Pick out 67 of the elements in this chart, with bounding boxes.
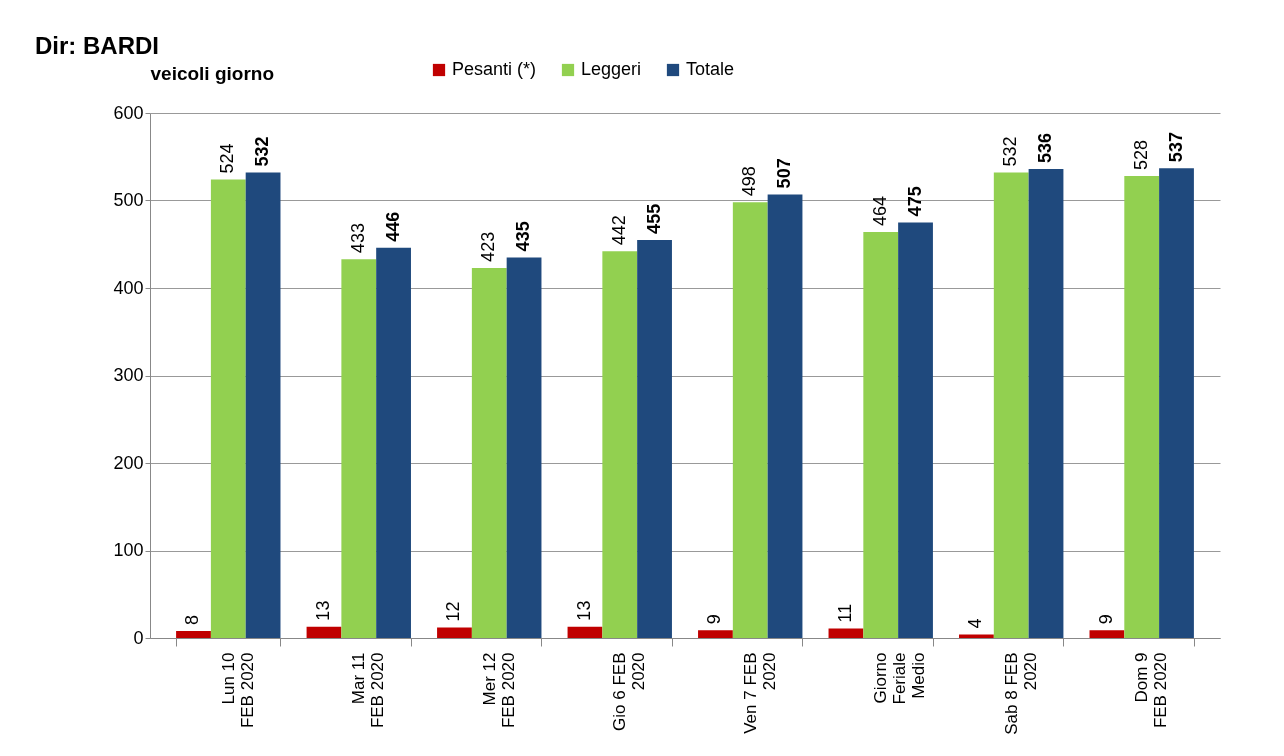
data-label: 13 <box>573 600 594 621</box>
bar <box>698 630 733 638</box>
y-tick-label: 400 <box>113 277 144 298</box>
bar <box>1089 630 1125 638</box>
data-label: 4 <box>965 618 986 629</box>
bar <box>828 628 864 638</box>
bar <box>1159 168 1194 638</box>
bar <box>898 222 933 638</box>
bar <box>1124 176 1160 638</box>
bar <box>506 257 542 638</box>
data-label: 524 <box>217 143 238 174</box>
legend-label: Totale <box>686 59 735 79</box>
legend-label: Leggeri <box>581 59 642 79</box>
data-label: 446 <box>382 211 403 242</box>
data-label: 442 <box>608 215 629 246</box>
data-label: 464 <box>869 195 890 226</box>
bar <box>306 626 342 638</box>
data-label: 9 <box>704 614 725 625</box>
x-tick-label: Ven 7 FEB 2020 <box>740 652 779 734</box>
x-tick-label: Lun 10 FEB 2020 <box>218 652 257 729</box>
legend-label: Pesanti (*) <box>452 59 537 79</box>
data-label: 433 <box>347 223 368 254</box>
bar <box>341 259 377 638</box>
x-tick-label: Mar 11 FEB 2020 <box>349 652 388 729</box>
data-label: 13 <box>312 600 333 621</box>
data-label: 435 <box>513 221 534 252</box>
bar <box>767 194 803 638</box>
data-label: 537 <box>1165 132 1186 163</box>
bar <box>863 232 899 638</box>
y-tick-label: 200 <box>113 452 144 473</box>
data-label: 532 <box>252 136 273 167</box>
data-label: 475 <box>904 186 925 217</box>
y-tick-label: 500 <box>113 190 144 210</box>
x-tick-label: Dom 9 FEB 2020 <box>1132 652 1171 729</box>
data-label: 532 <box>1000 136 1021 167</box>
bar <box>732 202 768 638</box>
bar <box>993 172 1029 638</box>
y-axis-title: veicoli giorno <box>150 62 275 84</box>
data-label: 455 <box>643 203 664 234</box>
bar <box>567 626 603 638</box>
data-label: 8 <box>182 614 203 625</box>
x-tick-label: Mer 12 FEB 2020 <box>479 652 518 729</box>
bar <box>437 627 472 638</box>
bar <box>176 631 211 638</box>
y-tick-label: 100 <box>113 540 144 560</box>
bar <box>637 239 672 638</box>
y-tick-label: 0 <box>133 627 144 648</box>
data-label: 423 <box>478 231 499 262</box>
y-tick-label: 300 <box>113 365 144 385</box>
bar <box>602 251 638 638</box>
data-label: 498 <box>739 166 760 197</box>
data-label: 536 <box>1035 132 1056 163</box>
x-tick-label: Giorno Feriale Medio <box>871 652 929 705</box>
x-tick-label: Gio 6 FEB 2020 <box>610 652 649 731</box>
data-label: 507 <box>774 158 795 189</box>
chart-title: Dir: BARDI <box>35 32 159 59</box>
x-tick-label: Sab 8 FEB 2020 <box>1001 652 1040 735</box>
data-label: 12 <box>443 601 464 622</box>
data-label: 9 <box>1095 614 1116 625</box>
data-label: 528 <box>1130 139 1151 170</box>
y-tick-label: 600 <box>113 102 144 123</box>
data-label: 11 <box>834 603 855 623</box>
bar <box>1028 169 1064 638</box>
bar <box>471 267 507 638</box>
bar <box>210 179 246 638</box>
bar <box>245 172 281 638</box>
bar <box>376 247 411 638</box>
